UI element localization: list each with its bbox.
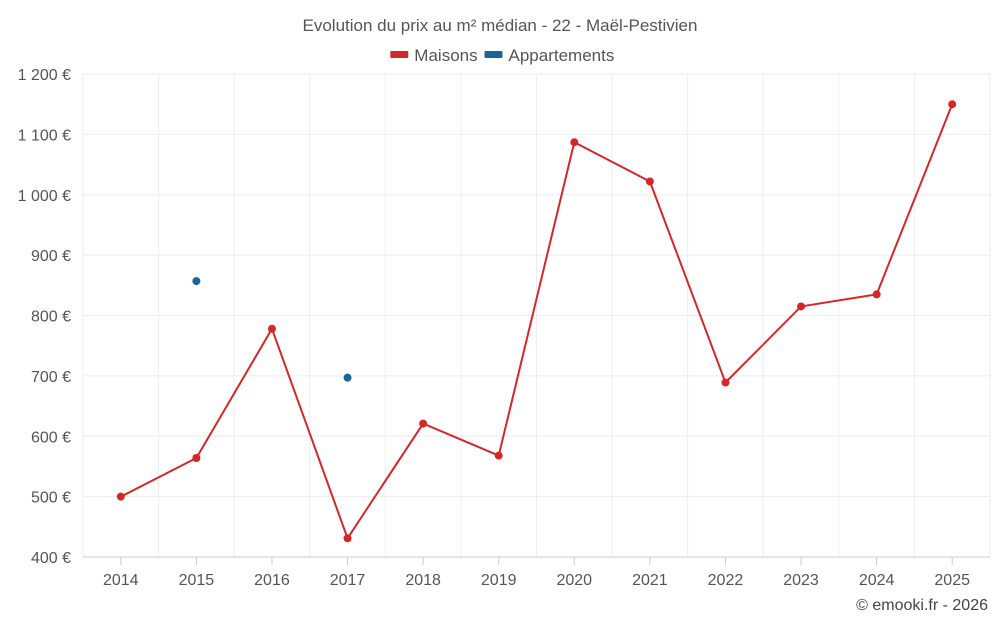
data-point <box>797 302 806 311</box>
data-point <box>192 277 201 286</box>
legend-label: Maisons <box>414 46 477 65</box>
legend-swatch <box>484 51 503 58</box>
y-tick-label: 800 € <box>31 309 71 326</box>
data-point <box>721 378 730 387</box>
data-point <box>570 138 579 147</box>
grid <box>82 73 991 557</box>
legend: Maisons Appartements <box>390 46 614 65</box>
x-tick-label: 2015 <box>179 572 215 589</box>
legend-item-appartements: Appartements <box>484 46 615 65</box>
x-tick-label: 2018 <box>405 572 441 589</box>
chart-credit: © emooki.fr - 2026 <box>856 597 988 614</box>
x-tick-label: 2016 <box>254 572 290 589</box>
y-tick-label: 600 € <box>31 429 71 446</box>
series-layer <box>116 100 957 543</box>
data-point <box>494 451 503 460</box>
y-tick-label: 1 100 € <box>18 127 71 144</box>
x-tick-label: 2017 <box>330 572 366 589</box>
chart-title: Evolution du prix au m² médian - 22 - Ma… <box>303 16 698 35</box>
axes: 400 € 500 € 600 € 700 € 800 € 900 € 1 000 € 1 1… <box>18 67 990 589</box>
legend-swatch <box>390 51 409 58</box>
data-point <box>419 419 428 428</box>
data-point <box>872 290 881 299</box>
data-point <box>116 492 125 501</box>
y-tick-label: 400 € <box>31 550 71 567</box>
series-appartements <box>192 277 352 382</box>
legend-label: Appartements <box>509 46 615 65</box>
x-tick-label: 2024 <box>859 572 895 589</box>
x-tick-label: 2014 <box>103 572 139 589</box>
data-point <box>343 534 352 543</box>
series-line <box>120 103 954 540</box>
y-tick-label: 900 € <box>31 248 71 265</box>
x-tick-label: 2020 <box>556 572 592 589</box>
y-tick-label: 500 € <box>31 490 71 507</box>
y-tick-label: 1 200 € <box>18 67 71 84</box>
y-tick-label: 1 000 € <box>18 188 71 205</box>
y-tick-label: 700 € <box>31 369 71 386</box>
data-point <box>267 324 276 333</box>
x-tick-label: 2023 <box>783 572 819 589</box>
x-tick-label: 2021 <box>632 572 668 589</box>
x-tick-label: 2019 <box>481 572 517 589</box>
data-point <box>343 373 352 382</box>
data-point <box>645 177 654 186</box>
series-maisons <box>116 100 957 543</box>
data-point <box>948 100 957 109</box>
x-tick-label: 2025 <box>934 572 970 589</box>
data-point <box>192 453 201 462</box>
x-tick-label: 2022 <box>708 572 744 589</box>
legend-item-maisons: Maisons <box>390 46 478 65</box>
